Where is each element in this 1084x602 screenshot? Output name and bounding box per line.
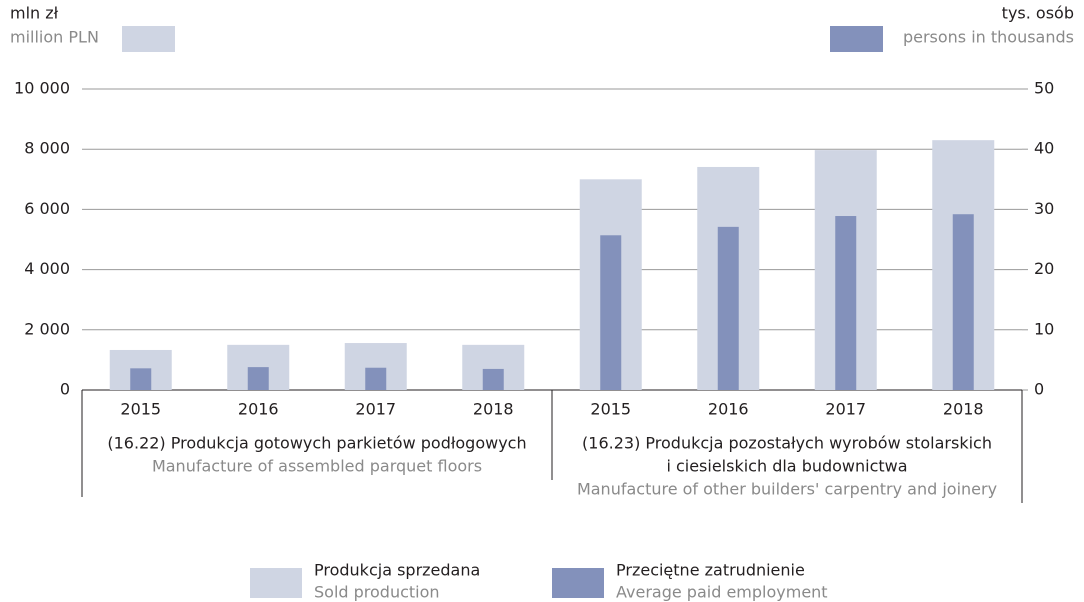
employment-bar (600, 235, 622, 390)
legend-label-en: Sold production (314, 583, 440, 602)
legend-swatch (552, 568, 604, 598)
employment-bar (130, 368, 152, 390)
y-tick-label: 10 000 (14, 79, 70, 98)
x-tick-label: 2016 (238, 400, 279, 419)
legend-label: Produkcja sprzedana (314, 561, 480, 580)
employment-bar (952, 214, 974, 390)
y2-tick-label: 20 (1034, 259, 1054, 278)
group-label-en: Manufacture of other builders' carpentry… (577, 480, 997, 499)
employment-bar (365, 367, 387, 390)
y2-tick-label: 30 (1034, 199, 1054, 218)
y2-tick-label: 50 (1034, 79, 1054, 98)
legend-label-en: Average paid employment (616, 583, 828, 602)
y2-tick-label: 10 (1034, 319, 1054, 338)
group-label: (16.23) Produkcja pozostałych wyrobów st… (582, 434, 992, 453)
y2-tick-label: 40 (1034, 139, 1054, 158)
y-tick-label: 0 (60, 380, 70, 399)
legend-swatch (250, 568, 302, 598)
group-label: (16.22) Produkcja gotowych parkietów pod… (107, 434, 526, 453)
y-tick-label: 4 000 (24, 259, 70, 278)
x-tick-label: 2016 (708, 400, 749, 419)
axis-swatch (830, 26, 883, 52)
y-axis-label: mln zł (10, 4, 59, 23)
x-tick-label: 2015 (120, 400, 161, 419)
y2-tick-label: 0 (1034, 380, 1044, 399)
y-axis-label-en: million PLN (10, 28, 99, 47)
x-tick-label: 2018 (943, 400, 984, 419)
x-tick-label: 2017 (825, 400, 866, 419)
y2-axis-label-en: persons in thousands (903, 28, 1074, 47)
group-label: i ciesielskich dla budownictwa (666, 457, 907, 476)
y-tick-label: 6 000 (24, 199, 70, 218)
legend-label: Przeciętne zatrudnienie (616, 561, 805, 580)
x-tick-label: 2018 (473, 400, 514, 419)
employment-bar (835, 216, 857, 390)
y-tick-label: 2 000 (24, 319, 70, 338)
employment-bar (717, 226, 739, 390)
axis-swatch (122, 26, 175, 52)
employment-bar (247, 367, 269, 390)
y-tick-label: 8 000 (24, 139, 70, 158)
group-label-en: Manufacture of assembled parquet floors (152, 457, 482, 476)
x-tick-label: 2017 (355, 400, 396, 419)
employment-bar (482, 368, 504, 390)
y2-axis-label: tys. osób (1002, 4, 1074, 23)
x-tick-label: 2015 (590, 400, 631, 419)
